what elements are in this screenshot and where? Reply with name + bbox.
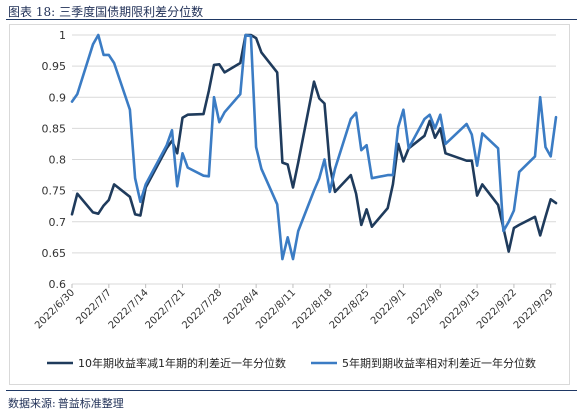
figure-title: 图表 18: 三季度国债期限利差分位数 (8, 3, 207, 20)
legend-label-2: 5年期到期收益率相对利差近一年分位数 (342, 356, 536, 370)
source-rule (6, 390, 577, 391)
x-tick-label: 2022/6/30 (33, 287, 77, 331)
chart-frame (9, 24, 570, 385)
title-rule (6, 19, 577, 20)
y-tick-label: 0.65 (42, 247, 67, 260)
source-label: 数据来源: (8, 397, 56, 410)
source-text: 普益标准整理 (57, 397, 124, 410)
y-tick-label: 0.85 (42, 122, 67, 135)
series-line-1 (70, 33, 558, 253)
x-tick-label: 2022/8/25 (328, 287, 372, 331)
y-tick-label: 0.7 (49, 216, 67, 229)
source-note: 数据来源: 普益标准整理 (8, 395, 126, 411)
x-tick-label: 2022/9/1 (369, 287, 409, 327)
y-tick-label: 0.8 (49, 154, 67, 167)
y-tick-label: 0.95 (42, 60, 67, 73)
x-tick-label: 2022/7/28 (180, 287, 224, 331)
figure-title-text: 三季度国债期限利差分位数 (59, 5, 204, 19)
series-line-2 (70, 33, 558, 261)
y-tick-label: 0.9 (49, 91, 67, 104)
x-tick-label: 2022/9/29 (512, 287, 556, 331)
figure-label: 图表 18: (8, 5, 56, 19)
y-tick-label: 1 (59, 29, 66, 42)
y-tick-label: 0.6 (49, 278, 67, 291)
legend-label-1: 10年期收益率减1年期的利差近一年分位数 (78, 356, 286, 370)
y-tick-label: 0.75 (42, 185, 67, 198)
